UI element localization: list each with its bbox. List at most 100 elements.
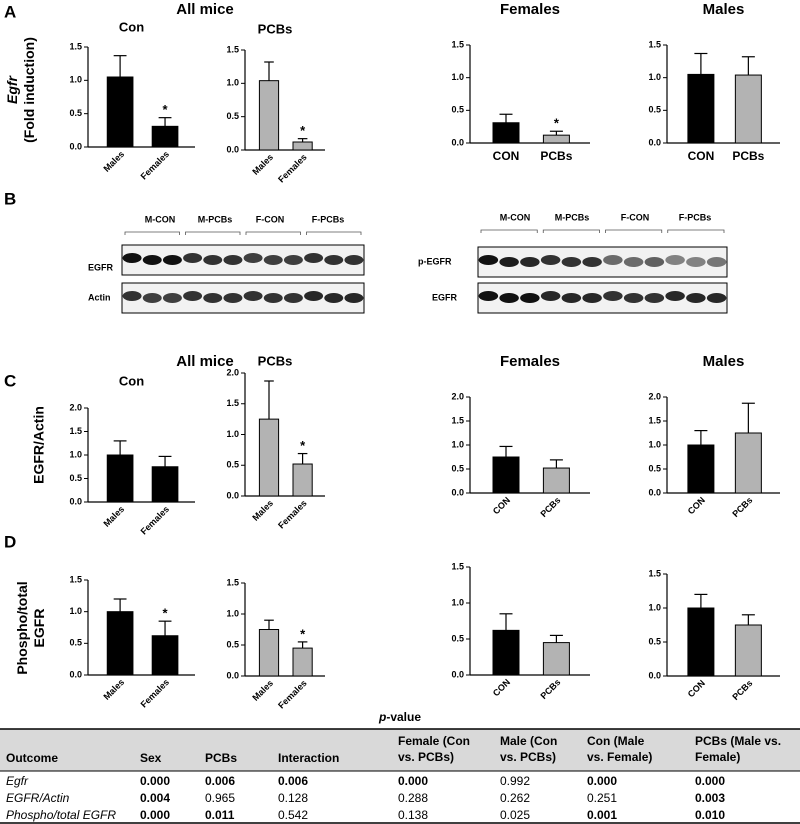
x-tick-label: Females xyxy=(139,149,172,182)
table-header-cell: PCBs (Male vs. xyxy=(695,734,781,748)
y-tick-label: 0.5 xyxy=(451,105,464,115)
table-cell: 0.003 xyxy=(695,791,725,805)
table-cell: 0.011 xyxy=(205,808,235,822)
lane-group-label: M-PCBs xyxy=(555,212,590,222)
bar xyxy=(542,642,570,676)
blot-band xyxy=(478,291,499,301)
blot-band xyxy=(644,293,665,303)
x-tick-label: PCBs xyxy=(730,678,754,702)
table-title: p-value xyxy=(378,710,421,724)
blot-band xyxy=(686,293,706,303)
bar xyxy=(106,611,134,676)
table-cell: 0.001 xyxy=(587,808,617,822)
y-tick-label: 1.5 xyxy=(648,415,661,425)
y-axis-label: EGFR/Actin xyxy=(31,406,47,484)
bar xyxy=(151,466,179,503)
blot-band xyxy=(324,255,344,265)
y-tick-label: 2.0 xyxy=(451,391,464,401)
table-cell: 0.006 xyxy=(278,774,308,788)
chart-title: Con xyxy=(119,373,144,388)
panel-label: B xyxy=(4,189,16,208)
table-header-cell: Female) xyxy=(695,750,740,764)
x-tick-label: CON xyxy=(491,495,512,516)
y-tick-label: 2.0 xyxy=(69,402,82,412)
table-cell: 0.000 xyxy=(140,808,170,822)
blot-band xyxy=(162,293,182,303)
y-tick-label: 1.0 xyxy=(451,439,464,449)
blot-band xyxy=(243,253,263,263)
y-tick-label: 1.0 xyxy=(69,449,82,459)
y-tick-label: 0.5 xyxy=(451,633,464,643)
bar xyxy=(292,463,313,497)
x-tick-label: Males xyxy=(101,504,126,529)
significance-mark: * xyxy=(163,102,169,117)
y-tick-label: 0.0 xyxy=(226,490,239,500)
y-tick-label: 0.0 xyxy=(648,137,661,147)
y-tick-label: 1.0 xyxy=(648,72,661,82)
table-cell: 0.004 xyxy=(140,791,170,805)
table-header-cell: PCBs xyxy=(205,751,237,765)
y-tick-label: 0.0 xyxy=(451,137,464,147)
lane-group-label: M-CON xyxy=(145,214,176,224)
blot-strip xyxy=(477,246,728,278)
chart-title: PCBs xyxy=(258,21,293,36)
table-title-part: p xyxy=(378,710,386,724)
table-header-cell: vs. PCBs) xyxy=(500,750,556,764)
blot-band xyxy=(304,253,324,263)
x-tick-label: Females xyxy=(276,152,309,185)
bar xyxy=(687,607,715,677)
y-tick-label: 0.5 xyxy=(226,460,239,470)
table-header-bg xyxy=(0,729,800,771)
blot-strip xyxy=(477,282,728,314)
lane-bracket xyxy=(542,229,600,233)
chart-title: Males xyxy=(703,1,745,18)
x-tick-label: Males xyxy=(101,677,126,702)
x-tick-label: CON xyxy=(686,678,707,699)
blot-band xyxy=(644,257,665,267)
x-tick-label: Males xyxy=(250,678,275,703)
significance-mark: * xyxy=(300,438,306,453)
blot-band xyxy=(706,293,727,303)
group-title: All mice xyxy=(176,353,234,370)
blot-band xyxy=(582,257,602,267)
table-cell: 0.025 xyxy=(500,808,530,822)
significance-mark: * xyxy=(163,606,169,621)
table-header-cell: Con (Male xyxy=(587,734,645,748)
y-tick-label: 0.5 xyxy=(648,636,661,646)
y-tick-label: 0.0 xyxy=(69,141,82,151)
blot-band xyxy=(203,293,223,303)
blot-band xyxy=(499,293,519,303)
panel-label: A xyxy=(4,2,16,21)
y-tick-label: 2.0 xyxy=(226,367,239,377)
chart-title: Males xyxy=(703,353,745,370)
blot-band xyxy=(183,291,203,301)
table-header-cell: Outcome xyxy=(6,751,58,765)
lane-group-label: F-CON xyxy=(256,214,285,224)
blot-band xyxy=(561,257,582,267)
table-cell: 0.000 xyxy=(587,774,617,788)
blot-band xyxy=(623,293,644,303)
y-tick-label: 1.0 xyxy=(226,608,239,618)
blot-band xyxy=(283,293,303,303)
table-cell: 0.000 xyxy=(140,774,170,788)
y-tick-label: 2.0 xyxy=(648,391,661,401)
blot-band xyxy=(561,293,582,303)
significance-mark: * xyxy=(300,123,306,138)
y-tick-label: 1.0 xyxy=(648,602,661,612)
bar xyxy=(687,444,715,494)
y-tick-label: 0.0 xyxy=(648,670,661,680)
y-tick-label: 0.5 xyxy=(69,473,82,483)
blot-band xyxy=(499,257,519,267)
y-tick-label: 1.0 xyxy=(69,75,82,85)
blot-band xyxy=(344,293,364,303)
lane-group-label: M-CON xyxy=(500,212,531,222)
chart-title: Con xyxy=(119,19,144,34)
blot-band xyxy=(243,291,263,301)
bar xyxy=(734,624,762,677)
x-tick-label: Males xyxy=(250,152,275,177)
y-tick-label: 1.5 xyxy=(69,41,82,51)
blot-band xyxy=(263,255,283,265)
blot-band xyxy=(603,291,623,301)
blot-band xyxy=(665,291,685,301)
